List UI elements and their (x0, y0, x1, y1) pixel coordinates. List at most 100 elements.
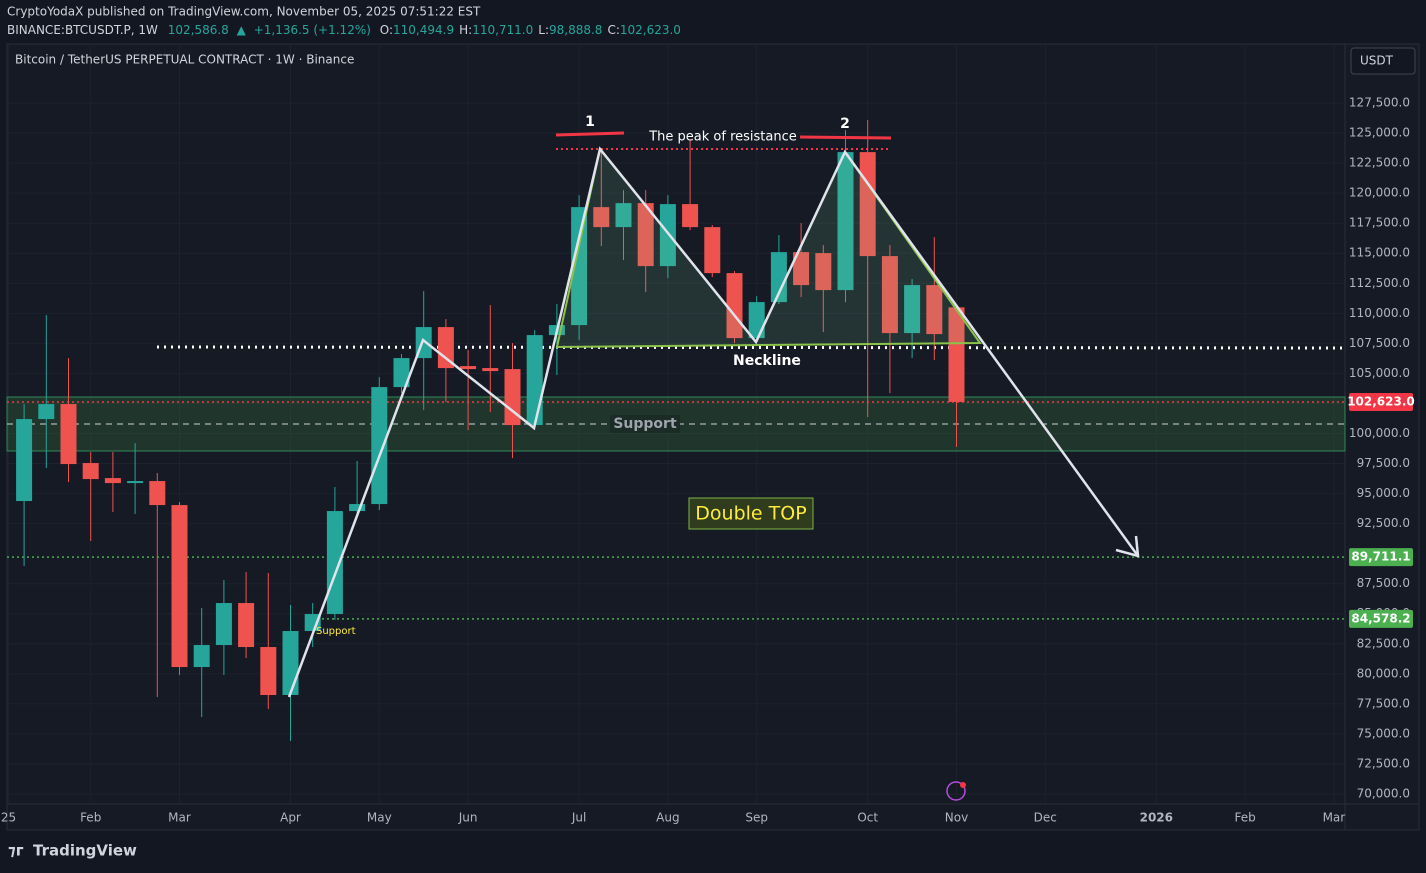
candle-body (16, 419, 33, 502)
y-tick-label: 92,500.0 (1357, 516, 1410, 530)
ohlc-value: 110,711.0 (472, 23, 533, 37)
annotation: 2 (840, 116, 850, 132)
candle-body (304, 614, 321, 632)
annotation: The peak of resistance (648, 130, 797, 145)
x-tick-label: Feb (80, 811, 101, 825)
candle-body (38, 404, 55, 420)
candle-body (437, 327, 454, 369)
arrow-head (1115, 535, 1140, 558)
candle-body (815, 253, 832, 291)
price-tag-label: 102,623.0 (1347, 394, 1415, 408)
price-tag (1349, 392, 1413, 411)
peak-marker (799, 135, 892, 140)
candle-body (171, 505, 188, 668)
candle-body (926, 285, 943, 335)
levels (7, 401, 1345, 620)
annotation: 1 (585, 114, 595, 130)
y-tick-label: 107,500.0 (1349, 336, 1410, 350)
publisher: CryptoYodaX published on TradingView.com… (7, 5, 481, 19)
y-tick-label: 117,500.0 (1349, 216, 1410, 230)
y-tick-label: 80,000.0 (1357, 666, 1410, 680)
y-tick-label: 122,500.0 (1349, 156, 1410, 170)
label-bg (610, 415, 680, 433)
currency-button[interactable] (1350, 47, 1416, 75)
y-tick-label: 72,500.0 (1357, 756, 1410, 770)
symbol-line: BINANCE:BTCUSDT.P, 1W 102,586.8 ▲ +1,136… (7, 23, 681, 37)
annotation: Neckline (733, 353, 801, 369)
y-tick-label: 82,500.0 (1357, 636, 1410, 650)
candle-body (793, 252, 810, 286)
candle-body (393, 358, 410, 388)
event-dot (960, 782, 966, 788)
annotation: Support (613, 416, 677, 432)
peak-marker (555, 131, 625, 137)
x-tick-label: Apr (280, 811, 301, 825)
candle-body (593, 207, 610, 228)
x-tick-label: 2026 (1140, 811, 1173, 825)
last-price: 102,586.8 (168, 23, 229, 37)
annotation: Double TOP (695, 503, 806, 525)
candle-body (704, 227, 721, 274)
price-tag (1349, 548, 1413, 567)
event-icon[interactable] (946, 781, 966, 801)
y-tick-label: 100,000.0 (1349, 426, 1410, 440)
candle-body (104, 478, 121, 484)
candle-body (482, 368, 499, 372)
candle-body (904, 285, 921, 334)
candle-body (837, 152, 854, 291)
x-tick-label: Mar (168, 811, 191, 825)
zigzag-path (287, 146, 1140, 698)
candle-body (149, 481, 166, 506)
candle-body (282, 631, 299, 696)
y-tick-label: 70,000.0 (1357, 787, 1410, 801)
x-tick-label: Feb (1234, 811, 1255, 825)
candle-body (371, 387, 388, 505)
brand-logo: ⁊ᴦ (8, 842, 24, 860)
x-tick-label: Dec (1034, 811, 1057, 825)
chart-frame (6, 43, 1420, 831)
y-tick-label: 120,000.0 (1349, 186, 1410, 200)
x-tick-label: Aug (656, 811, 679, 825)
y-tick-label: 125,000.0 (1349, 126, 1410, 140)
y-tick-label: 110,000.0 (1349, 306, 1410, 320)
x-tick-label: Oct (857, 811, 878, 825)
candle-body (770, 252, 787, 303)
x-tick-label: Mar (1323, 811, 1346, 825)
annotation: Support (316, 626, 356, 637)
candle-body (571, 207, 588, 326)
candle-body (193, 645, 210, 668)
candle-body (682, 204, 699, 228)
candle-body (215, 603, 232, 646)
y-tick-label: 95,000.0 (1357, 486, 1410, 500)
x-tick-label: Jul (571, 811, 586, 825)
ohlc-label: L: (538, 23, 549, 37)
symbol: BINANCE:BTCUSDT.P, 1W (7, 23, 158, 37)
price-tag-label: 89,711.1 (1351, 550, 1410, 564)
x-tick-label: Nov (945, 811, 968, 825)
x-tick-label: 25 (1, 811, 16, 825)
candle-body (504, 369, 521, 426)
candle-body (349, 504, 366, 512)
y-tick-label: 105,000.0 (1349, 366, 1410, 380)
currency[interactable]: USDT (1360, 54, 1394, 68)
price-tag-label: 84,578.2 (1351, 611, 1410, 625)
y-tick-label: 112,500.0 (1349, 276, 1410, 290)
ohlc-label: H: (459, 23, 472, 37)
candle-body (127, 481, 144, 484)
label-box (688, 497, 814, 530)
candle-body (948, 307, 965, 402)
y-tick-label: 77,500.0 (1357, 696, 1410, 710)
candle-body (82, 463, 99, 480)
x-tick-label: Sep (745, 811, 768, 825)
candle-body (238, 603, 255, 648)
arrow: ▲ (237, 23, 247, 37)
y-tick-label: 97,500.0 (1357, 456, 1410, 470)
change: +1,136.5 (+1.12%) (254, 23, 371, 37)
candle-body (460, 366, 477, 370)
y-tick-label: 127,500.0 (1349, 96, 1410, 110)
x-tick-label: May (367, 811, 392, 825)
x-tick-label: Jun (458, 811, 478, 825)
chart-title: Bitcoin / TetherUS PERPETUAL CONTRACT · … (15, 53, 354, 67)
